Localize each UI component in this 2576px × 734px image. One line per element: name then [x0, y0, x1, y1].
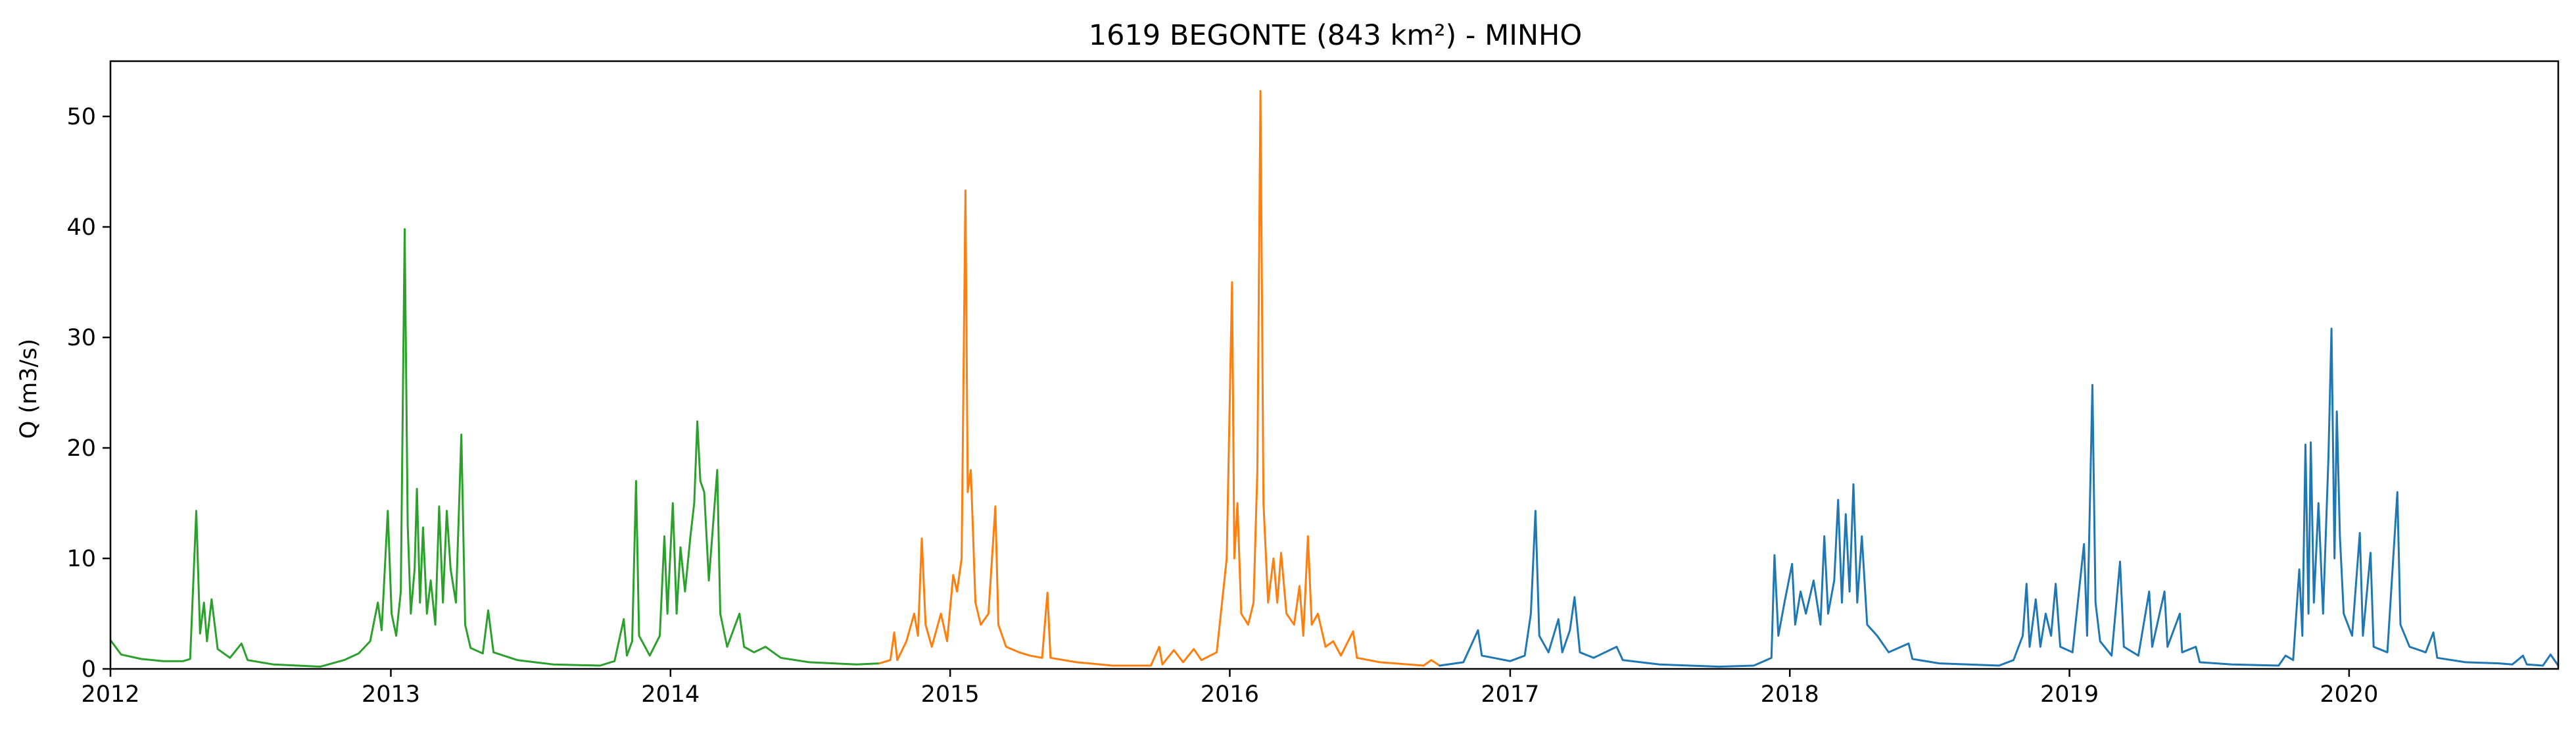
series-line-2	[878, 89, 1441, 667]
y-axis-label: Q (m3/s)	[16, 339, 42, 439]
chart-title: 1619 BEGONTE (843 km²) - MINHO	[1089, 19, 1583, 52]
y-tick-label-30: 30	[66, 325, 96, 351]
series-line-1	[109, 228, 881, 668]
y-tick-label-40: 40	[66, 214, 96, 241]
x-tick-label-2016: 2016	[1201, 681, 1259, 708]
x-tick-label-2012: 2012	[81, 681, 139, 708]
x-tick-label-2015: 2015	[921, 681, 980, 708]
x-tick-label-2014: 2014	[641, 681, 700, 708]
y-tick-label-0: 0	[82, 656, 96, 683]
axes-layer: 2012 2013 2014 2015 2016 2017 2018 2019 2020 0 10 2…	[66, 60, 2560, 708]
x-tick-label-2019: 2019	[2040, 681, 2099, 708]
x-tick-label-2018: 2018	[1761, 681, 1819, 708]
plot-frame	[109, 60, 2560, 670]
y-tick-label-10: 10	[66, 546, 96, 572]
x-tick-label-2017: 2017	[1481, 681, 1539, 708]
y-tick-label-20: 20	[66, 435, 96, 462]
series-layer	[109, 89, 2560, 668]
y-tick-label-50: 50	[66, 104, 96, 130]
x-tick-label-2013: 2013	[362, 681, 420, 708]
x-tick-label-2020: 2020	[2320, 681, 2378, 708]
series-line-3	[1439, 328, 2560, 668]
